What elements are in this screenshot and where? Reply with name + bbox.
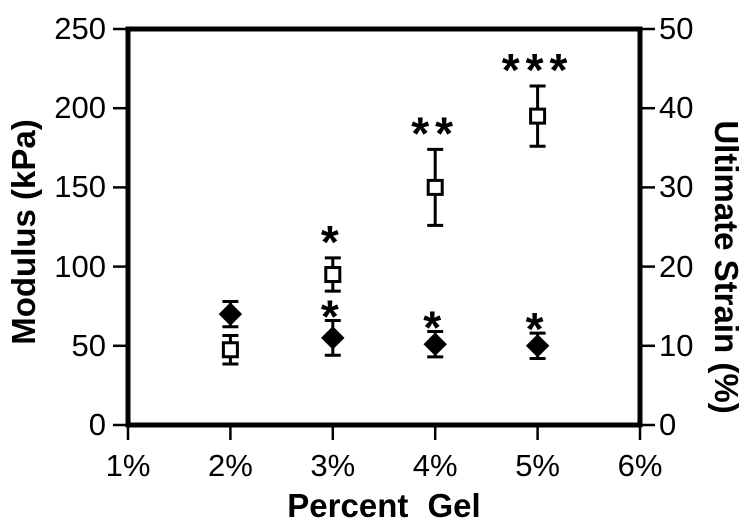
significance-stars: *** bbox=[502, 44, 574, 96]
right-tick-label: 50 bbox=[659, 11, 694, 46]
marker-diamond bbox=[218, 302, 243, 326]
significance-stars: ** bbox=[411, 107, 459, 159]
significance-stars: * bbox=[321, 290, 345, 342]
left-tick-label: 150 bbox=[54, 169, 106, 205]
x-tick-label: 6% bbox=[617, 448, 663, 483]
x-axis-title: Percent Gel bbox=[287, 487, 481, 524]
right-tick-label: 40 bbox=[659, 90, 694, 126]
left-tick-label: 100 bbox=[54, 248, 106, 284]
left-axis-title: Modulus (kPa) bbox=[5, 119, 42, 345]
left-tick-label: 50 bbox=[71, 327, 106, 363]
marker-square bbox=[426, 178, 444, 196]
right-tick-label: 0 bbox=[659, 407, 677, 442]
marker-square bbox=[324, 266, 342, 284]
x-tick-label: 3% bbox=[310, 448, 356, 483]
plot-frame bbox=[125, 26, 643, 428]
right-tick-label: 20 bbox=[659, 248, 694, 284]
right-tick-label: 10 bbox=[659, 327, 694, 363]
marker-diamond bbox=[423, 332, 447, 356]
x-tick-label: 2% bbox=[207, 448, 253, 483]
x-tick-label: 5% bbox=[515, 448, 560, 483]
left-tick-label: 250 bbox=[54, 11, 106, 46]
left-tick-label: 0 bbox=[88, 407, 106, 442]
marker-square bbox=[529, 107, 547, 125]
marker-diamond bbox=[321, 326, 345, 350]
significance-stars: * bbox=[526, 303, 550, 355]
left-tick-label: 200 bbox=[54, 90, 106, 126]
x-tick-label: 4% bbox=[412, 448, 458, 483]
significance-stars: * bbox=[423, 302, 447, 354]
significance-stars: * bbox=[321, 216, 345, 268]
right-tick-label: 30 bbox=[659, 169, 694, 205]
marker-diamond bbox=[525, 334, 550, 358]
x-tick-label: 1% bbox=[105, 448, 151, 483]
right-axis-title: Ultimate Strain (%) bbox=[708, 120, 745, 414]
marker-square bbox=[221, 341, 239, 359]
